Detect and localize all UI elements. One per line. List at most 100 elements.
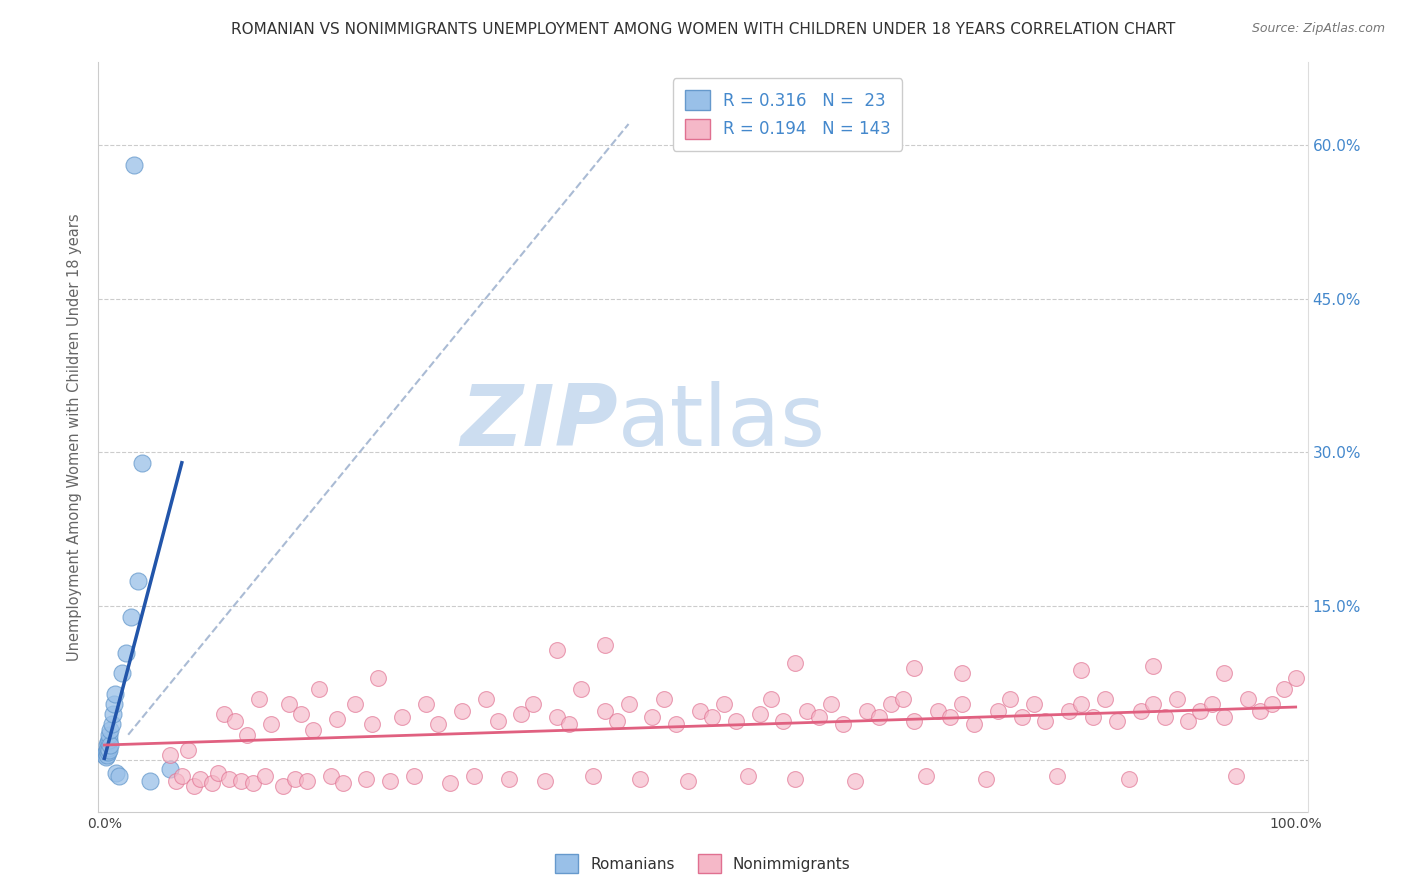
Point xyxy=(165,773,187,788)
Point xyxy=(474,691,496,706)
Point xyxy=(522,697,544,711)
Point xyxy=(188,772,211,786)
Point xyxy=(1237,691,1260,706)
Point xyxy=(218,772,240,786)
Point xyxy=(380,773,402,788)
Point xyxy=(903,661,925,675)
Point xyxy=(295,773,318,788)
Point xyxy=(1035,714,1057,729)
Point xyxy=(200,776,222,790)
Point xyxy=(254,769,277,783)
Point xyxy=(724,714,747,729)
Point xyxy=(100,717,122,731)
Point xyxy=(356,772,378,786)
Point xyxy=(207,765,229,780)
Point xyxy=(96,738,118,752)
Point xyxy=(302,723,325,737)
Point xyxy=(998,691,1021,706)
Point xyxy=(367,671,389,685)
Text: Source: ZipAtlas.com: Source: ZipAtlas.com xyxy=(1251,22,1385,36)
Point xyxy=(98,728,121,742)
Point xyxy=(122,158,145,172)
Point xyxy=(950,666,973,681)
Point xyxy=(308,681,330,696)
Point xyxy=(105,765,128,780)
Point xyxy=(101,707,124,722)
Point xyxy=(1249,704,1271,718)
Point xyxy=(761,691,783,706)
Point xyxy=(1142,659,1164,673)
Point xyxy=(231,773,253,788)
Point xyxy=(1081,710,1104,724)
Y-axis label: Unemployment Among Women with Children Under 18 years: Unemployment Among Women with Children U… xyxy=(67,213,83,661)
Point xyxy=(127,574,149,588)
Point xyxy=(332,776,354,790)
Point xyxy=(630,772,652,786)
Point xyxy=(963,717,986,731)
Point xyxy=(463,769,485,783)
Point xyxy=(1189,704,1212,718)
Point xyxy=(104,687,127,701)
Point xyxy=(97,735,120,749)
Point xyxy=(785,772,807,786)
Point xyxy=(593,704,616,718)
Point xyxy=(170,769,193,783)
Point xyxy=(94,750,117,764)
Point xyxy=(974,772,997,786)
Point xyxy=(808,710,831,724)
Point xyxy=(689,704,711,718)
Text: atlas: atlas xyxy=(619,381,827,464)
Point xyxy=(879,697,901,711)
Point xyxy=(785,656,807,670)
Point xyxy=(96,748,118,763)
Point xyxy=(498,772,520,786)
Point xyxy=(856,704,879,718)
Point xyxy=(325,712,347,726)
Point xyxy=(1272,681,1295,696)
Point xyxy=(1070,663,1092,677)
Point xyxy=(177,743,200,757)
Point xyxy=(950,697,973,711)
Point xyxy=(700,710,723,724)
Point xyxy=(93,748,115,763)
Point xyxy=(247,691,270,706)
Point xyxy=(97,741,120,756)
Point xyxy=(319,769,342,783)
Point xyxy=(844,773,866,788)
Point xyxy=(96,743,118,757)
Point xyxy=(236,728,259,742)
Point xyxy=(569,681,592,696)
Point xyxy=(486,714,509,729)
Point xyxy=(593,639,616,653)
Point xyxy=(1153,710,1175,724)
Point xyxy=(1022,697,1045,711)
Point xyxy=(98,723,121,737)
Point xyxy=(832,717,855,731)
Point xyxy=(617,697,640,711)
Text: ROMANIAN VS NONIMMIGRANTS UNEMPLOYMENT AMONG WOMEN WITH CHILDREN UNDER 18 YEARS : ROMANIAN VS NONIMMIGRANTS UNEMPLOYMENT A… xyxy=(231,22,1175,37)
Point xyxy=(114,646,136,660)
Point xyxy=(868,710,890,724)
Point xyxy=(450,704,472,718)
Point xyxy=(676,773,699,788)
Point xyxy=(641,710,664,724)
Point xyxy=(1118,772,1140,786)
Point xyxy=(242,776,264,790)
Legend: Romanians, Nonimmigrants: Romanians, Nonimmigrants xyxy=(550,848,856,879)
Point xyxy=(404,769,426,783)
Point xyxy=(120,609,142,624)
Point xyxy=(260,717,283,731)
Point xyxy=(1285,671,1308,685)
Point xyxy=(582,769,605,783)
Point xyxy=(1011,710,1033,724)
Point xyxy=(439,776,461,790)
Point xyxy=(1166,691,1188,706)
Point xyxy=(159,748,181,763)
Point xyxy=(361,717,384,731)
Point xyxy=(103,697,125,711)
Point xyxy=(1213,666,1236,681)
Point xyxy=(820,697,842,711)
Point xyxy=(98,743,121,757)
Point xyxy=(107,769,129,783)
Point xyxy=(131,456,153,470)
